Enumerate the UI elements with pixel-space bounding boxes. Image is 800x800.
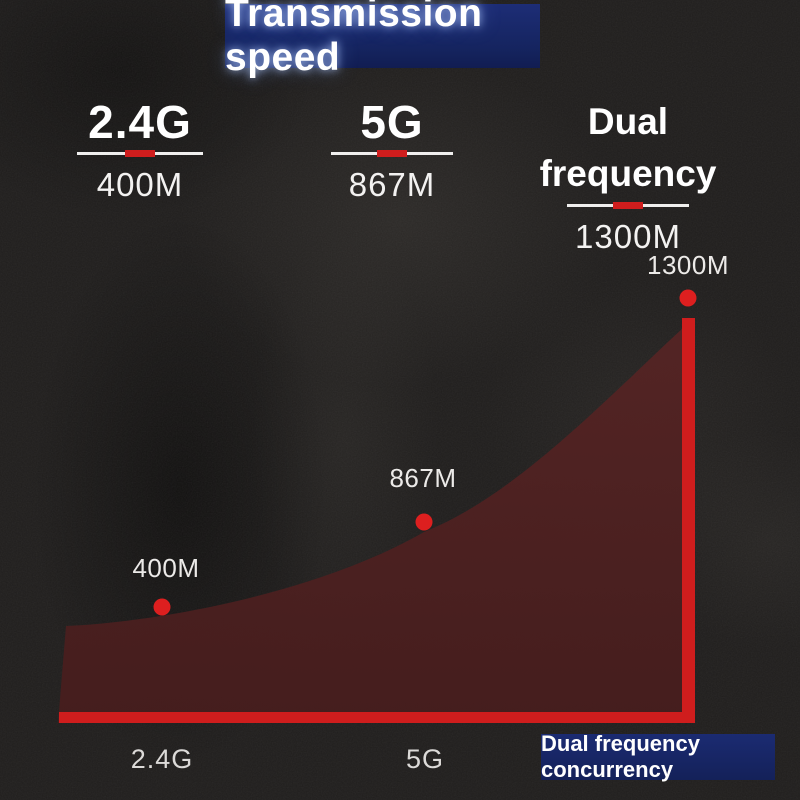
spec-label: 2.4G <box>88 96 192 148</box>
x-axis-label-2-4g: 2.4G <box>130 744 194 774</box>
divider-line <box>331 150 453 157</box>
data-point-1300m <box>679 289 697 307</box>
point-label-867m: 867M <box>389 463 457 493</box>
dual-frequency-badge: Dual frequency concurrency <box>541 731 775 782</box>
red-tick <box>377 150 407 157</box>
point-label-400m: 400M <box>132 553 200 583</box>
data-point-400m <box>153 598 171 616</box>
divider-line <box>77 150 203 157</box>
red-tick <box>613 202 643 209</box>
spec-value: 867M <box>348 166 436 203</box>
red-tick <box>125 150 155 157</box>
title-banner: Transmission speed <box>225 0 540 79</box>
spec-column-5g: 5G 867M <box>312 96 472 203</box>
right-edge-bar <box>682 318 695 723</box>
speed-area-chart <box>58 289 697 723</box>
data-point-867m <box>415 513 433 531</box>
baseline-bar <box>59 712 695 723</box>
x-axis-label-5g: 5G <box>405 744 445 774</box>
page-title: Transmission speed <box>225 0 483 79</box>
divider-line <box>567 202 689 209</box>
spec-column-2-4g: 2.4G 400M <box>60 96 220 203</box>
area-fill <box>58 328 683 723</box>
spec-value: 400M <box>96 166 184 203</box>
spec-column-dual-frequency: Dual frequency 1300M <box>513 96 743 255</box>
badge-label: Dual frequency concurrency <box>541 731 700 782</box>
spec-label: Dual frequency <box>539 101 717 194</box>
spec-label: 5G <box>360 96 424 148</box>
point-label-1300m: 1300M <box>647 250 729 280</box>
spec-value: 1300M <box>575 218 681 255</box>
